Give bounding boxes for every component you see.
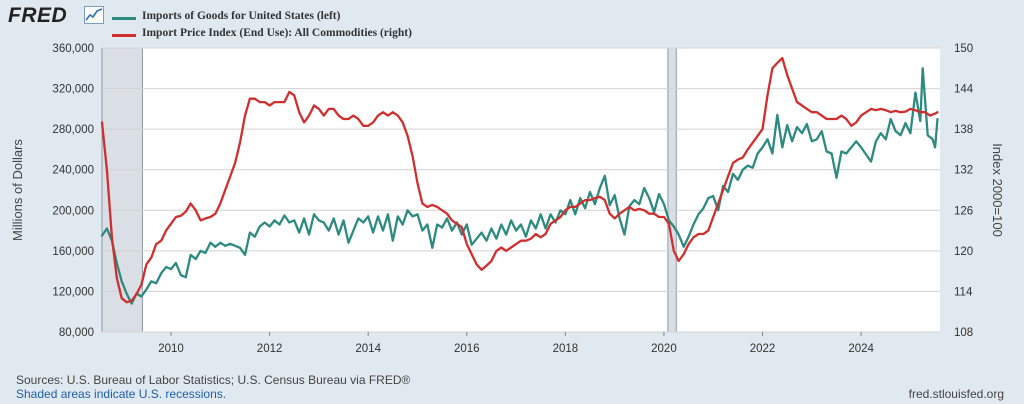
imports-line[interactable] [100, 67, 939, 305]
price-index-line[interactable] [100, 56, 939, 304]
y-right-tick-label: 132 [954, 165, 973, 177]
legend-swatch-imports [112, 17, 136, 20]
line-chart[interactable]: 2010 2012 2014 2016 2018 2020 2022 2024 80,000 1… [0, 0, 1024, 370]
x-tick-label: 2016 [454, 343, 480, 355]
sources-text: Sources: U.S. Bureau of Labor Statistics… [16, 373, 411, 387]
y-left-ticks: 80,000 120,000 160,000 200,000 240,000 280,00… [52, 43, 94, 339]
legend-label-price-index: Import Price Index (End Use): All Commod… [142, 27, 412, 39]
y-right-tick-label: 114 [954, 286, 973, 298]
y-right-tick-label: 108 [954, 327, 973, 339]
chart-header: FRED Imports of Goods for United States … [0, 0, 1024, 46]
site-url[interactable]: fred.stlouisfed.org [908, 387, 1004, 401]
footer-sources: Sources: U.S. Bureau of Labor Statistics… [16, 373, 410, 401]
y-right-tick-label: 120 [954, 246, 973, 258]
y-left-tick-label: 240,000 [52, 165, 94, 177]
recession-band [667, 48, 677, 332]
y-left-tick-label: 360,000 [52, 43, 94, 55]
x-tick-label: 2010 [158, 343, 184, 355]
x-tick-label: 2014 [355, 343, 381, 355]
x-tick-label: 2024 [848, 343, 874, 355]
legend-swatch-price-index [112, 34, 136, 37]
y-right-axis-title: Index 2000=100 [990, 143, 1005, 237]
y-right-ticks: 108 114 120 126 132 138 144 150 [954, 43, 974, 339]
x-tick-label: 2022 [750, 343, 776, 355]
y-left-tick-label: 120,000 [52, 286, 94, 298]
x-tick-label: 2012 [257, 343, 283, 355]
trend-line-icon [84, 6, 104, 24]
y-left-tick-label: 160,000 [52, 246, 94, 258]
y-left-tick-label: 280,000 [52, 124, 94, 136]
x-tick-label: 2018 [553, 343, 579, 355]
y-right-tick-label: 144 [954, 84, 974, 96]
y-right-tick-label: 126 [954, 205, 973, 217]
recession-note[interactable]: Shaded areas indicate U.S. recessions. [16, 387, 227, 401]
series-lines [100, 56, 939, 305]
y-left-axis-title: Millions of Dollars [10, 139, 25, 241]
plot-area [102, 48, 940, 332]
y-left-tick-label: 320,000 [52, 84, 94, 96]
x-axis-ticks: 2010 2012 2014 2016 2018 2020 2022 2024 [158, 332, 875, 355]
gridlines [102, 47, 940, 333]
x-tick-label: 2020 [651, 343, 677, 355]
y-left-tick-label: 80,000 [59, 327, 94, 339]
legend-label-imports: Imports of Goods for United States (left… [142, 10, 341, 22]
y-left-tick-label: 200,000 [52, 205, 94, 217]
y-right-tick-label: 138 [954, 124, 973, 136]
y-right-tick-label: 150 [954, 43, 973, 55]
fred-logo[interactable]: FRED [8, 4, 68, 27]
